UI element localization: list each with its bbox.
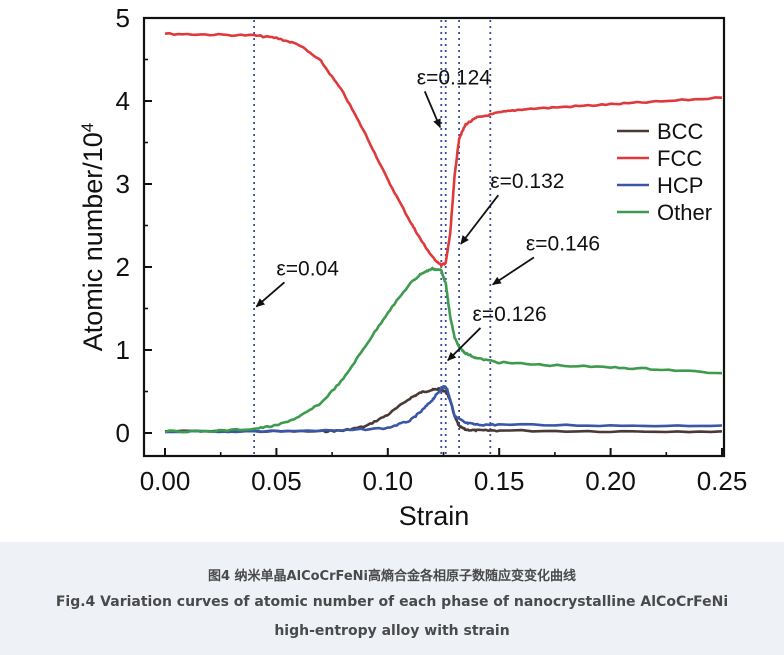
legend-label-other: Other (657, 200, 712, 225)
x-axis-label: Strain (399, 501, 470, 531)
annotation-arrow (460, 194, 500, 245)
annotation-label: ε=0.124 (417, 66, 491, 89)
y-axis-label-main: Atomic number/10 (78, 132, 108, 351)
series-line-fcc (164, 31, 723, 268)
x-tick-label: 0.05 (251, 466, 302, 496)
guide-lines (253, 20, 492, 454)
caption-chinese: 图4 纳米单晶AlCoCrFeNi高熵合金各相原子数随应变变化曲线 (207, 569, 577, 584)
figure-caption: 图4 纳米单晶AlCoCrFeNi高熵合金各相原子数随应变变化曲线 Fig.4 … (0, 542, 784, 655)
annotation-arrow (447, 327, 482, 362)
y-tick-label: 0 (116, 418, 130, 448)
legend-label-bcc: BCC (657, 119, 704, 144)
axis-ticks: 0.00 0.05 0.10 0.15 0.20 0.25 0 1 2 3 4 5 (116, 3, 748, 496)
y-tick-label: 2 (116, 252, 130, 282)
x-tick-label: 0.15 (474, 466, 525, 496)
x-tick-label: 0.10 (362, 466, 413, 496)
annotation-arrow (255, 281, 285, 308)
y-tick-label: 3 (116, 169, 130, 199)
y-axis-label-exponent: 4 (78, 123, 97, 132)
annotation-label: ε=0.126 (472, 303, 546, 326)
legend-label-hcp: HCP (657, 173, 703, 198)
x-tick-label: 0.20 (585, 466, 636, 496)
caption-english-line1: Fig.4 Variation curves of atomic number … (55, 594, 729, 610)
legend-label-fcc: FCC (657, 146, 702, 171)
annotation-label: ε=0.146 (526, 232, 600, 255)
plot-frame (142, 16, 726, 458)
series-line-hcp (164, 384, 723, 434)
y-tick-label: 5 (116, 3, 130, 33)
series-lines (164, 31, 723, 434)
x-tick-label: 0.25 (697, 466, 748, 496)
annotation-label: ε=0.132 (490, 170, 564, 193)
annotation-arrow (491, 256, 535, 286)
strain-annotations: ε=0.04 ε=0.124 ε=0.132 ε=0.146 ε=0.126 (255, 66, 600, 362)
annotation-arrow (423, 91, 441, 129)
series-line-other (164, 266, 723, 434)
caption-english-line2: high-entropy alloy with strain (274, 623, 510, 639)
y-tick-label: 1 (116, 335, 130, 365)
y-axis-label: Atomic number/104 (78, 123, 109, 352)
y-tick-label: 4 (116, 86, 130, 116)
x-tick-label: 0.00 (140, 466, 191, 496)
annotation-label: ε=0.04 (276, 257, 339, 280)
phase-evolution-chart: 0.00 0.05 0.10 0.15 0.20 0.25 0 1 2 3 4 5 ε=0.04 ε=0… (78, 3, 748, 531)
